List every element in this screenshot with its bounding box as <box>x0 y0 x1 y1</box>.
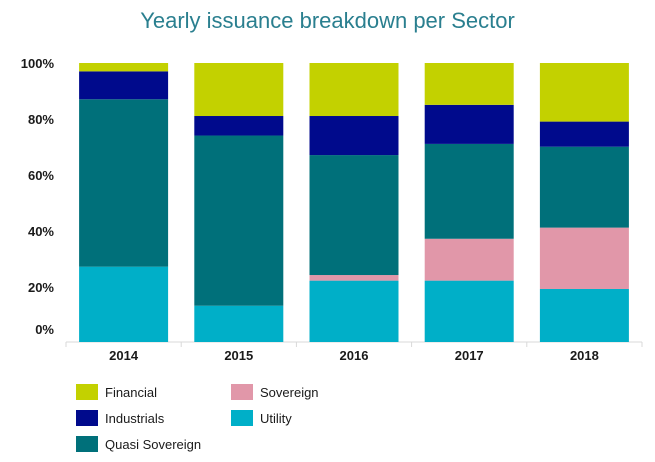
bar-segment-sovereign-2018 <box>539 227 629 289</box>
bar-segment-industrials-2016 <box>309 116 399 156</box>
chart-legend: Financial Sovereign Industrials Utility Quas… <box>76 380 406 460</box>
bar-segment-utility-2015 <box>194 305 284 342</box>
bar-segment-utility-2014 <box>79 266 169 342</box>
y-tick-label: 0% <box>35 322 54 337</box>
bar-segment-quasi-sovereign-2015 <box>194 135 284 306</box>
legend-label: Industrials <box>105 410 165 426</box>
y-tick-label: 100% <box>21 56 55 71</box>
bar-segment-quasi-sovereign-2016 <box>309 155 399 276</box>
legend-item-financial: Financial <box>76 382 157 402</box>
legend-swatch <box>231 410 253 426</box>
x-tick-label: 2017 <box>455 348 484 363</box>
y-tick-label: 60% <box>28 168 54 183</box>
bar-segment-industrials-2014 <box>79 71 169 100</box>
bar-segment-financial-2014 <box>79 63 169 72</box>
bar-segment-financial-2016 <box>309 63 399 117</box>
legend-swatch <box>76 436 98 452</box>
x-tick-label: 2015 <box>224 348 253 363</box>
x-tick-label: 2016 <box>340 348 369 363</box>
legend-label: Sovereign <box>260 384 319 400</box>
legend-swatch <box>231 384 253 400</box>
bar-segment-industrials-2017 <box>424 104 514 144</box>
bar-segment-quasi-sovereign-2017 <box>424 143 514 239</box>
bar-segment-financial-2015 <box>194 63 284 117</box>
x-tick-label: 2014 <box>109 348 139 363</box>
legend-item-sovereign: Sovereign <box>231 382 319 402</box>
legend-item-utility: Utility <box>231 408 292 428</box>
bar-segment-industrials-2015 <box>194 116 284 136</box>
bar-segment-quasi-sovereign-2014 <box>79 99 169 267</box>
bar-segment-sovereign-2016 <box>309 275 399 281</box>
x-tick-label: 2018 <box>570 348 599 363</box>
legend-swatch <box>76 410 98 426</box>
bar-segment-industrials-2018 <box>539 121 629 147</box>
legend-label: Utility <box>260 410 292 426</box>
bar-segment-utility-2017 <box>424 280 514 342</box>
bar-segment-sovereign-2017 <box>424 238 514 281</box>
y-tick-label: 40% <box>28 224 54 239</box>
bar-segment-utility-2016 <box>309 280 399 342</box>
legend-swatch <box>76 384 98 400</box>
y-tick-label: 80% <box>28 112 54 127</box>
bar-segment-utility-2018 <box>539 288 629 342</box>
y-tick-label: 20% <box>28 280 54 295</box>
legend-label: Financial <box>105 384 158 400</box>
bar-segment-quasi-sovereign-2018 <box>539 146 629 228</box>
legend-label: Quasi Sovereign <box>105 436 202 452</box>
legend-item-quasi-sovereign: Quasi Sovereign <box>76 434 201 454</box>
chart-title: Yearly issuance breakdown per Sector <box>140 8 515 33</box>
bar-segment-financial-2018 <box>539 63 629 122</box>
legend-item-industrials: Industrials <box>76 408 164 428</box>
bar-segment-financial-2017 <box>424 63 514 105</box>
